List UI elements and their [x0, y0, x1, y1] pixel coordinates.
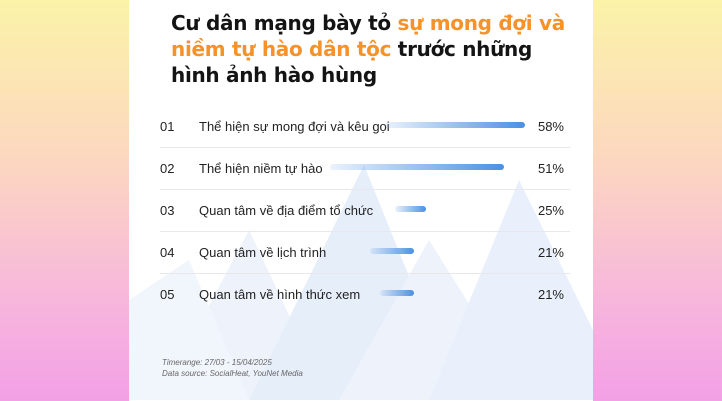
ranking-row: 01 Thể hiện sự mong đợi và kêu gọi 58%: [160, 106, 570, 148]
ranking-row: 02 Thể hiện niềm tự hào 51%: [160, 148, 570, 190]
page-title: Cư dân mạng bày tỏ sự mong đợi và niềm t…: [171, 10, 571, 88]
row-label: Thể hiện sự mong đợi và kêu gọi: [199, 119, 390, 134]
infographic-card: Cư dân mạng bày tỏ sự mong đợi và niềm t…: [129, 0, 593, 401]
timerange-note: Timerange: 27/03 - 15/04/2025: [162, 358, 272, 367]
row-rank: 03: [160, 203, 175, 218]
row-label: Quan tâm về hình thức xem: [199, 287, 361, 302]
title-part-1: Cư dân mạng bày tỏ: [171, 11, 398, 35]
value-bar: [330, 164, 504, 170]
title-part-2: trước những hình ảnh hào hùng: [171, 37, 532, 87]
row-value: 21%: [537, 287, 564, 302]
ranking-list: 01 Thể hiện sự mong đợi và kêu gọi 58% 02 Th…: [160, 106, 570, 315]
row-rank: 05: [160, 287, 175, 302]
ranking-row: 05 Quan tâm về hình thức xem 21%: [160, 274, 570, 315]
title-highlight: sự mong đợi và niềm tự hào dân tộc: [171, 11, 565, 61]
row-value: 25%: [537, 203, 564, 218]
value-bar: [385, 122, 525, 128]
row-rank: 02: [160, 161, 175, 176]
row-rank: 01: [160, 119, 175, 134]
chart-footer: Timerange: 27/03 - 15/04/2025 Data sourc…: [162, 357, 303, 379]
row-label: Thể hiện niềm tự hào: [199, 161, 323, 176]
value-bar: [370, 248, 414, 254]
ranking-row: 04 Quan tâm về lịch trình 21%: [160, 232, 570, 274]
value-bar: [380, 290, 414, 296]
data-source-note: Data source: SocialHeat, YouNet Media: [162, 369, 303, 378]
ranking-row: 03 Quan tâm về địa điểm tổ chức 25%: [160, 190, 570, 232]
row-value: 58%: [537, 119, 564, 134]
value-bar: [395, 206, 426, 212]
row-label: Quan tâm về lịch trình: [199, 245, 327, 260]
mountain-background: [129, 165, 593, 400]
row-value: 51%: [537, 161, 564, 176]
row-value: 21%: [537, 245, 564, 260]
row-rank: 04: [160, 245, 175, 260]
row-label: Quan tâm về địa điểm tổ chức: [199, 203, 374, 218]
